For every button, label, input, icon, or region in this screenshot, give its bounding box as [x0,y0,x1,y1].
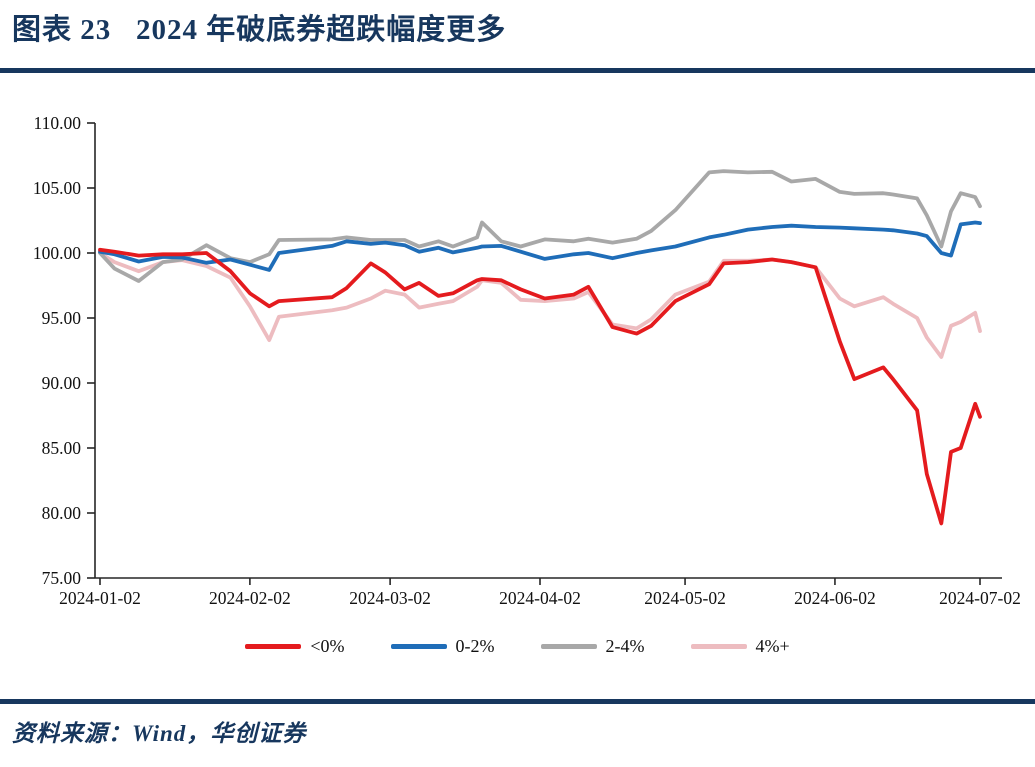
x-tick-label: 2024-03-02 [349,588,431,608]
series-line-<0% [98,247,982,526]
y-tick-label: 105.00 [33,178,81,198]
legend-swatch-2-4 [540,644,597,649]
x-tick-label: 2024-02-02 [209,588,291,608]
title-divider-rule [0,68,1035,73]
x-tick-label: 2024-05-02 [644,588,726,608]
footer-divider-rule [0,699,1035,704]
series-line-4%+ [98,251,982,359]
series-line-2-4% [98,169,982,283]
y-tick-label: 75.00 [42,568,82,588]
legend-label-lt0: <0% [310,636,345,656]
legend-item-0-2: 0-2% [390,636,495,657]
x-tick-label: 2024-07-02 [939,588,1021,608]
y-tick-label: 95.00 [42,308,82,328]
y-tick-label: 90.00 [42,373,82,393]
source-text: 资料来源：Wind，华创证券 [12,721,307,746]
legend-label-4plus: 4%+ [755,636,790,656]
y-tick-label: 110.00 [34,113,82,133]
legend-label-0-2: 0-2% [455,636,495,656]
legend-item-4plus: 4%+ [690,636,790,657]
legend-swatch-lt0 [245,644,302,649]
x-tick-label: 2024-01-02 [59,588,141,608]
series-line-0-2% [98,220,982,272]
legend-swatch-4plus [690,644,747,649]
y-tick-label: 100.00 [33,243,81,263]
y-tick-label: 85.00 [42,438,82,458]
x-tick-label: 2024-06-02 [794,588,876,608]
y-tick-label: 80.00 [42,503,82,523]
legend-label-2-4: 2-4% [605,636,645,656]
line-chart: 75.00 80.00 85.00 90.00 95.00 100.00 105.00 110… [33,113,1021,608]
figure-title: 图表 23 2024 年破底券超跌幅度更多 [12,14,507,46]
legend-swatch-0-2 [390,644,447,649]
x-tick-label: 2024-04-02 [499,588,581,608]
legend-item-2-4: 2-4% [540,636,645,657]
legend-item-lt0: <0% [245,636,345,657]
chart-legend: <0% 0-2% 2-4% 4%+ [0,636,1035,657]
